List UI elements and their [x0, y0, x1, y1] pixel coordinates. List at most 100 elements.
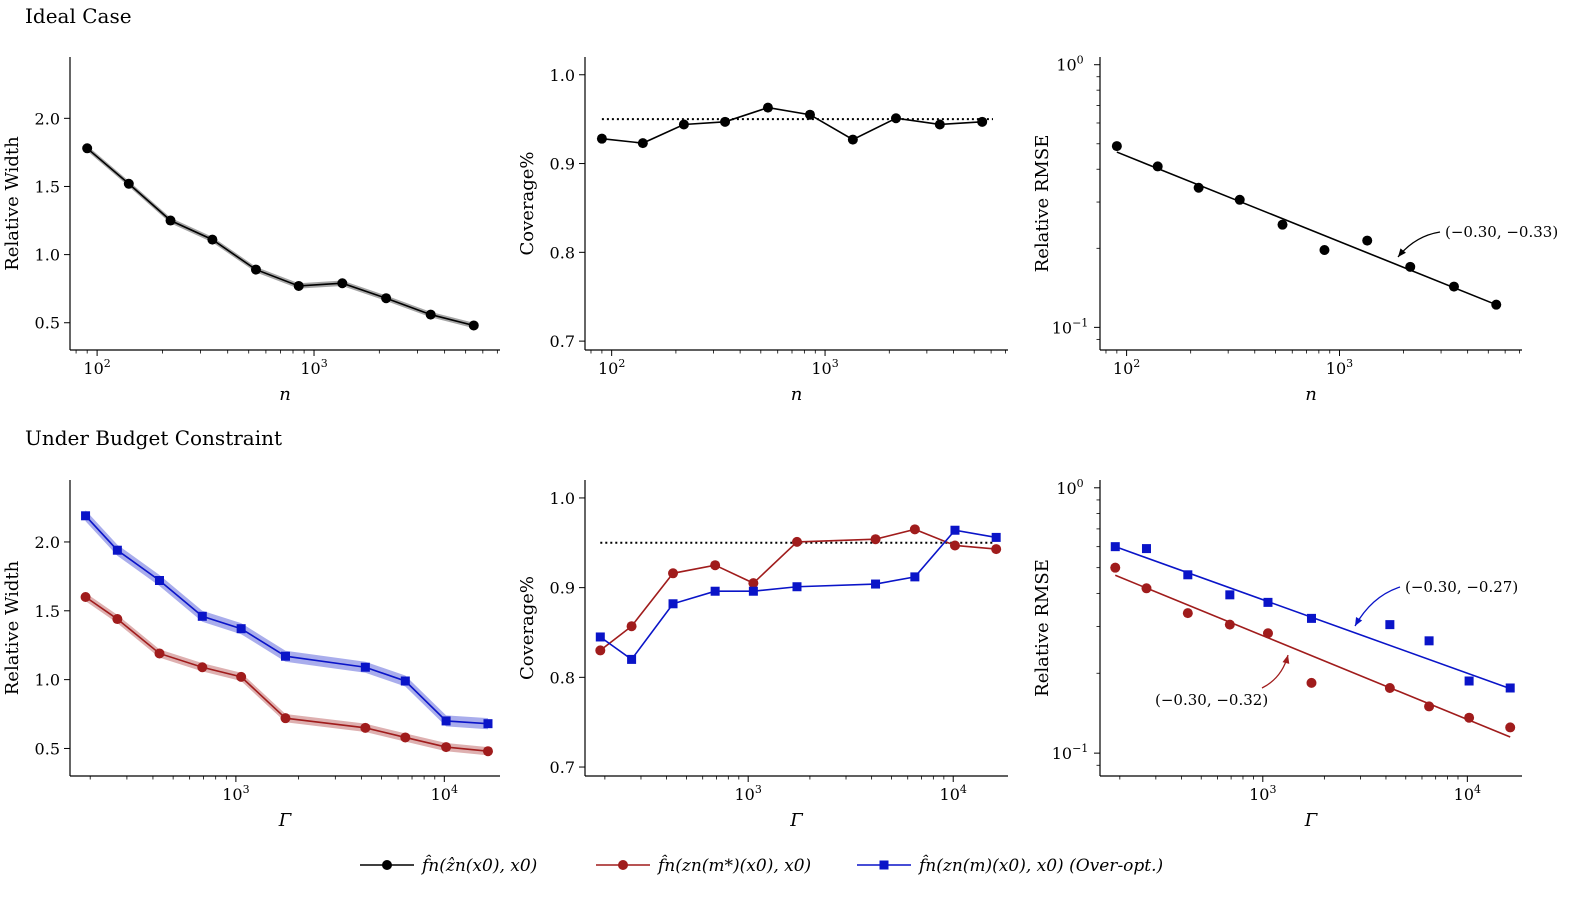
fit-line — [1116, 151, 1497, 306]
data-point — [596, 133, 607, 144]
data-point — [1224, 619, 1235, 630]
data-point — [337, 278, 348, 289]
x-tick-label: 104 — [1454, 783, 1481, 804]
legend-label: f̂n(ẑn(x0), x0) — [420, 855, 537, 876]
slope-arrow-red-head — [1282, 655, 1290, 664]
data-point — [441, 716, 451, 726]
x-tick-label: 102 — [598, 357, 625, 378]
data-point — [1193, 182, 1204, 193]
y-tick-label: 1.0 — [35, 246, 60, 265]
data-point — [627, 654, 637, 664]
legend-marker — [618, 860, 628, 870]
data-point — [710, 586, 720, 596]
data-point — [1225, 590, 1235, 600]
data-point — [1362, 235, 1373, 246]
y-tick-label: 0.7 — [550, 332, 575, 351]
x-tick-label: 103 — [811, 357, 838, 378]
data-point — [870, 534, 881, 545]
x-tick-label: 104 — [940, 783, 967, 804]
chart-ideal-width: 102 103 0.5 1.0 1.5 2.0 n Relative Width — [2, 57, 500, 405]
data-point — [792, 582, 802, 592]
data-point — [1505, 722, 1516, 733]
series-line — [601, 106, 983, 144]
slope-arrow-blue-head — [1355, 617, 1363, 626]
y-tick-label: 0.9 — [550, 579, 575, 598]
x-tick-label: 102 — [1113, 357, 1140, 378]
series-0 — [595, 524, 1002, 656]
slope-arrow-ideal-head — [1398, 248, 1406, 257]
series-0 — [1110, 562, 1516, 738]
chart-budget-coverage: 103 104 0.7 0.8 0.9 1.0 Γ Coverage% — [517, 480, 1008, 831]
data-point — [1182, 608, 1193, 619]
data-point — [1183, 570, 1193, 580]
series-2 — [1114, 545, 1511, 690]
data-point — [293, 280, 304, 291]
data-point — [748, 578, 759, 589]
data-point — [1464, 712, 1475, 723]
data-point — [483, 719, 493, 729]
data-point — [425, 309, 436, 320]
data-point — [1491, 299, 1502, 310]
y-axis-label: Coverage% — [517, 576, 538, 680]
section-title-ideal: Ideal Case — [25, 4, 132, 28]
y-tick-label: 0.5 — [35, 314, 60, 333]
data-point — [748, 586, 758, 596]
data-point — [280, 713, 291, 724]
data-point — [1306, 677, 1317, 688]
data-point — [80, 592, 91, 603]
data-point — [1405, 261, 1416, 272]
x-tick-label: 103 — [1249, 783, 1276, 804]
data-point — [1277, 219, 1288, 230]
y-tick-label: 100 — [1056, 54, 1083, 75]
chart-budget-width: 103 104 0.5 1.0 1.5 2.0 Γ Relative Width — [2, 480, 500, 831]
data-point — [1448, 281, 1459, 292]
data-point — [165, 215, 176, 226]
data-point — [1319, 245, 1330, 256]
x-tick-label: 104 — [431, 783, 458, 804]
y-tick-label: 0.7 — [550, 758, 575, 777]
legend-label: f̂n(zn(m*)(x0), x0) — [656, 855, 811, 876]
chart-ideal-coverage: 102 103 0.7 0.8 0.9 1.0 n Coverage% — [517, 57, 1008, 405]
series-line — [599, 528, 997, 652]
confidence-band — [87, 145, 474, 329]
data-point — [1424, 701, 1435, 712]
data-point — [468, 320, 479, 331]
data-point — [949, 540, 960, 551]
slope-annotation-blue: (−0.30, −0.27) — [1405, 578, 1518, 596]
x-axis-label: n — [791, 384, 803, 405]
data-point — [977, 116, 988, 127]
chart-budget-rmse: 103 104 10−1 100 Γ Relative RMSE — [1032, 477, 1522, 831]
data-point — [1234, 194, 1245, 205]
series-line — [85, 596, 489, 753]
data-point — [197, 611, 207, 621]
data-point — [400, 676, 410, 686]
data-point — [909, 524, 920, 535]
section-title-budget: Under Budget Constraint — [25, 426, 283, 450]
data-point — [991, 544, 1002, 555]
legend-marker — [382, 860, 392, 870]
y-tick-label: 2.0 — [35, 533, 60, 552]
legend-label: f̂n(zn(m)(x0), x0) (Over-opt.) — [917, 855, 1163, 876]
data-point — [441, 742, 452, 753]
data-point — [890, 113, 901, 124]
legend-marker — [879, 860, 889, 870]
y-tick-label: 100 — [1056, 477, 1083, 498]
x-axis-label: Γ — [789, 810, 804, 831]
y-axis-label: Coverage% — [517, 151, 538, 255]
data-point — [910, 572, 920, 582]
data-point — [360, 662, 370, 672]
data-point — [123, 178, 134, 189]
y-axis-label: Relative Width — [2, 136, 23, 271]
data-point — [668, 568, 679, 579]
data-point — [1141, 583, 1152, 594]
data-point — [207, 234, 218, 245]
data-point — [1306, 613, 1316, 623]
series-line — [86, 147, 474, 327]
data-point — [668, 599, 678, 609]
data-point — [1424, 636, 1434, 646]
legend: f̂n(ẑn(x0), x0) f̂n(zn(m*)(x0), x0) f̂n(zn… — [360, 855, 1163, 876]
y-axis-label: Relative RMSE — [1032, 559, 1053, 697]
x-tick-label: 103 — [300, 357, 327, 378]
y-axis-label: Relative Width — [2, 560, 23, 695]
data-point — [1111, 141, 1122, 152]
